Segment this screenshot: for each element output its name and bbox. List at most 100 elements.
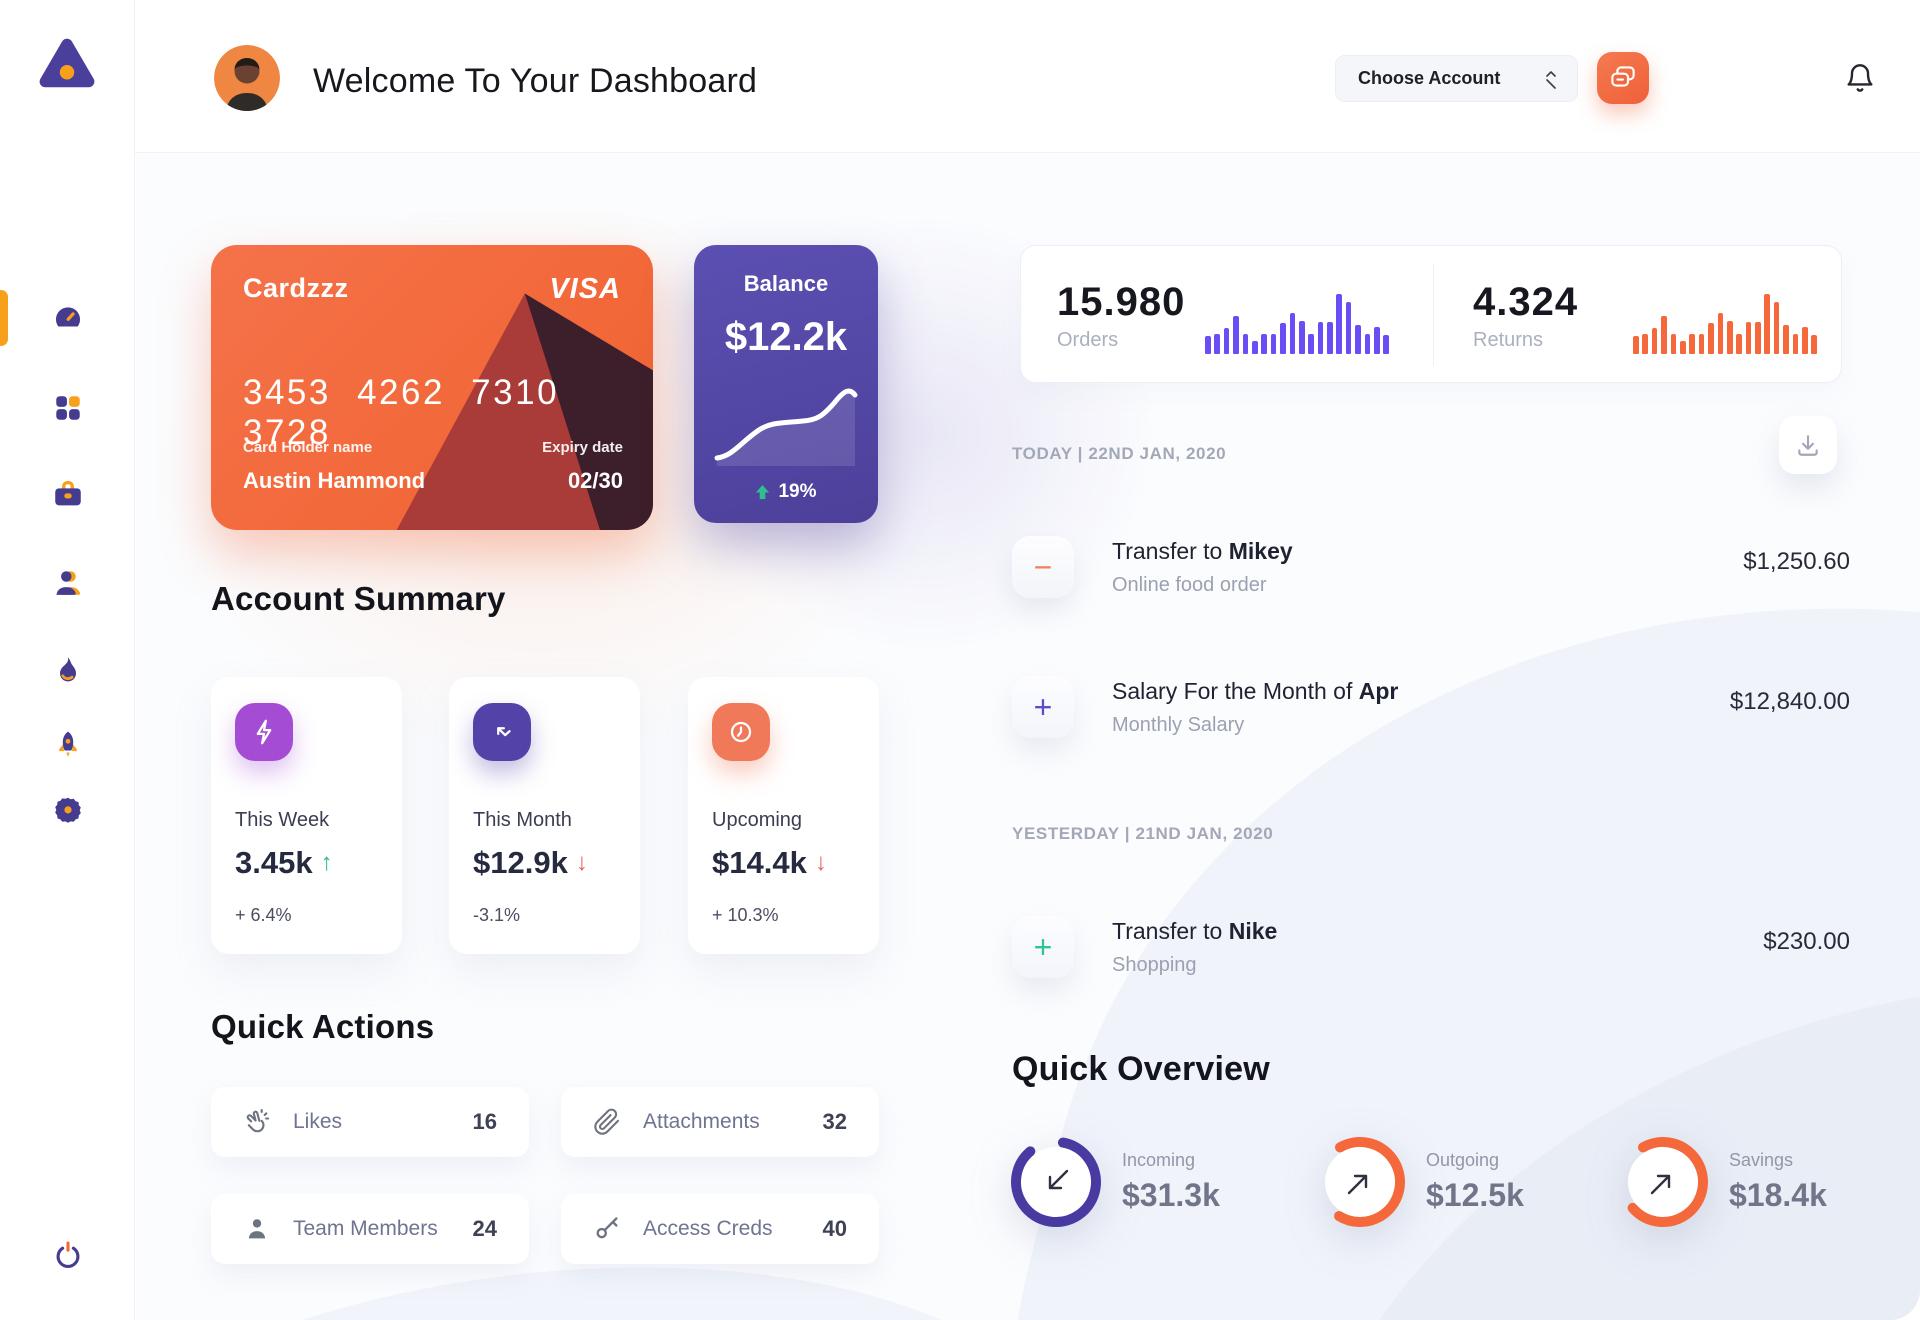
quick-action-label: Team Members	[293, 1217, 438, 1240]
plus-icon: +	[1012, 916, 1074, 978]
quick-action-team-members[interactable]: Team Members 24	[211, 1194, 529, 1264]
card-number: 3453 4262 7310 3728	[243, 373, 560, 452]
overview-value: $18.4k	[1729, 1177, 1827, 1213]
stats-divider	[1433, 264, 1434, 366]
lightning-icon	[235, 703, 293, 761]
balance-change: 19%	[694, 481, 878, 503]
quick-action-count: 40	[822, 1216, 847, 1241]
sidebar-item-trending[interactable]	[0, 652, 135, 688]
transaction-row-mikey[interactable]: − Transfer to Mikey Online food order $1…	[1012, 536, 1850, 632]
bell-icon	[1847, 64, 1873, 92]
notifications-button[interactable]	[1842, 60, 1878, 96]
briefcase-icon	[54, 480, 81, 506]
transaction-subtitle: Online food order	[1112, 574, 1267, 596]
quick-action-label: Likes	[293, 1110, 343, 1133]
card-holder-name: Austin Hammond	[243, 468, 426, 493]
transaction-amount: $1,250.60	[1743, 548, 1850, 575]
outgoing-ring-chart	[1315, 1137, 1405, 1227]
orders-stat: 15.980 Orders	[1057, 280, 1185, 352]
transaction-subtitle: Shopping	[1112, 954, 1197, 976]
sidebar-item-launch[interactable]	[0, 727, 135, 763]
down-left-arrow-icon	[1048, 1169, 1069, 1190]
summary-label: This Month	[473, 809, 572, 831]
overview-label: Savings	[1729, 1150, 1794, 1170]
expiry-label: Expiry date	[542, 439, 623, 456]
transaction-amount: $12,840.00	[1729, 688, 1850, 715]
paperclip-icon	[594, 1108, 620, 1135]
returns-label: Returns	[1473, 329, 1544, 351]
avatar-image	[214, 45, 280, 111]
logout-button[interactable]	[0, 1237, 135, 1273]
card-name: Cardzzz	[243, 273, 349, 303]
chat-button[interactable]	[1597, 52, 1649, 104]
orders-label: Orders	[1057, 329, 1119, 351]
transaction-row-nike[interactable]: + Transfer to Nike Shopping $230.00	[1012, 916, 1850, 1012]
quick-action-count: 32	[822, 1109, 847, 1134]
summary-value: $14.4k ↓	[712, 845, 827, 880]
overview-label: Incoming	[1122, 1150, 1196, 1170]
balance-sparkline-chart	[714, 388, 858, 466]
up-right-arrow-icon	[1347, 1174, 1368, 1195]
trend-down-icon: ↓	[575, 849, 588, 876]
sidebar-item-people[interactable]	[0, 565, 135, 601]
quick-action-label: Attachments	[643, 1110, 760, 1133]
sidebar-item-dashboard[interactable]	[0, 290, 135, 346]
overview-value: $31.3k	[1122, 1177, 1220, 1213]
plus-icon: +	[1012, 676, 1074, 738]
today-heading: TODAY | 22ND JAN, 2020	[1012, 444, 1227, 463]
active-indicator	[0, 290, 8, 346]
balance-change-value: 19%	[778, 481, 817, 502]
quick-action-label: Access Creds	[643, 1217, 773, 1240]
quick-action-attachments[interactable]: Attachments 32	[561, 1087, 879, 1157]
profile-avatar[interactable]	[214, 45, 280, 111]
summary-value: 3.45k ↑	[235, 845, 333, 880]
download-icon	[1798, 435, 1818, 456]
quick-action-count: 16	[472, 1109, 497, 1134]
minus-icon: −	[1012, 536, 1074, 598]
account-summary-title: Account Summary	[211, 580, 506, 617]
credit-card[interactable]: Cardzzz VISA 3453 4262 7310 3728 Card Ho…	[211, 245, 653, 530]
transfer-arrows-icon	[473, 703, 531, 761]
incoming-ring-chart	[1011, 1137, 1101, 1227]
overview-value: $12.5k	[1426, 1177, 1524, 1213]
returns-stat: 4.324 Returns	[1473, 280, 1578, 352]
summary-delta: + 6.4%	[235, 905, 292, 925]
sidebar-item-apps[interactable]	[0, 390, 135, 426]
orders-returns-card: 15.980 Orders 4.324 Returns	[1020, 245, 1842, 383]
overview-outgoing: Outgoing $12.5k	[1312, 1134, 1582, 1244]
overview-savings: Savings $18.4k	[1615, 1134, 1885, 1244]
sidebar-item-work[interactable]	[0, 476, 135, 512]
balance-card[interactable]: Balance $12.2k 19%	[694, 245, 878, 523]
transaction-row-salary[interactable]: + Salary For the Month of Apr Monthly Sa…	[1012, 676, 1850, 772]
download-button[interactable]	[1779, 416, 1837, 474]
sidebar-item-settings[interactable]	[0, 792, 135, 828]
key-icon	[596, 1217, 618, 1239]
user-icon	[56, 571, 80, 595]
chevron-up-down-icon	[1546, 70, 1556, 89]
summary-card-this-week[interactable]: This Week 3.45k ↑ + 6.4%	[211, 677, 402, 954]
transaction-subtitle: Monthly Salary	[1112, 714, 1245, 736]
card-holder-label: Card Holder name	[243, 439, 373, 456]
quick-action-count: 24	[472, 1216, 497, 1241]
up-arrow-icon	[756, 484, 770, 499]
app-logo[interactable]	[36, 36, 98, 92]
quick-action-access-creds[interactable]: Access Creds 40	[561, 1194, 879, 1264]
rocket-icon	[58, 731, 77, 757]
yesterday-heading: YESTERDAY | 21ND JAN, 2020	[1012, 824, 1274, 843]
expiry-date: 02/30	[567, 468, 623, 493]
summary-label: This Week	[235, 809, 330, 831]
clap-icon	[246, 1109, 270, 1133]
summary-card-upcoming[interactable]: Upcoming $14.4k ↓ + 10.3%	[688, 677, 879, 954]
clock-icon	[712, 703, 770, 761]
quick-action-likes[interactable]: Likes 16	[211, 1087, 529, 1157]
grid-icon	[55, 396, 80, 420]
page-title: Welcome To Your Dashboard	[313, 62, 758, 100]
returns-bar-chart	[1633, 294, 1823, 354]
trend-up-icon: ↑	[320, 849, 333, 876]
choose-account-label: Choose Account	[1358, 68, 1501, 88]
choose-account-dropdown[interactable]: Choose Account	[1335, 55, 1578, 102]
flame-icon	[59, 657, 76, 682]
summary-card-this-month[interactable]: This Month $12.9k ↓ -3.1%	[449, 677, 640, 954]
transaction-title: Salary For the Month of Apr	[1112, 678, 1399, 704]
transaction-title: Transfer to Mikey	[1112, 538, 1293, 564]
